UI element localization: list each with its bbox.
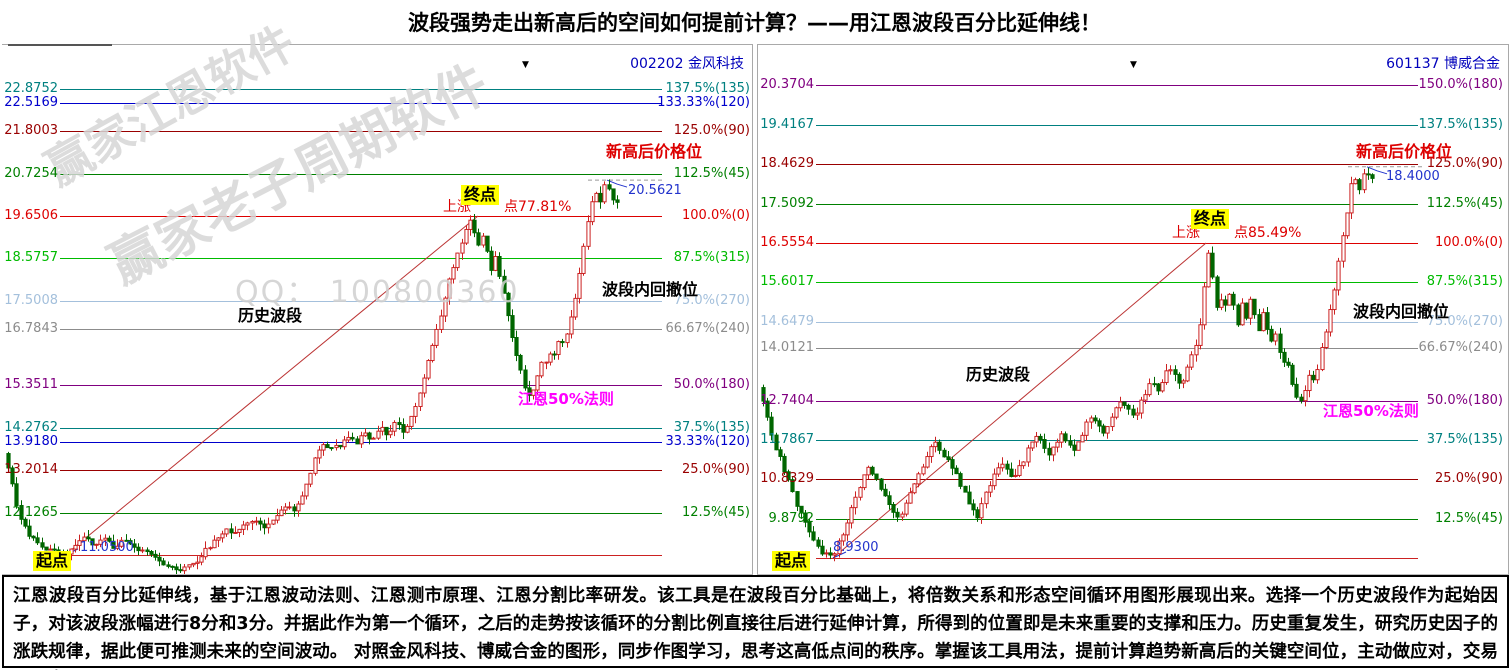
pct-label: 12.5%(45) (682, 504, 750, 520)
panel-top-accent (8, 44, 112, 46)
history-label: 历史波段 (238, 306, 303, 325)
start-tag: 起点 (772, 551, 811, 571)
start-price: 8.9300 (833, 540, 879, 555)
start-tag: 起点 (33, 551, 72, 571)
candlestick-chart[interactable] (2, 45, 752, 574)
rise-prefix: 上涨 (1172, 225, 1200, 241)
price-label: 22.5169 (4, 94, 58, 110)
rise-suffix: 点85.49% (1234, 225, 1302, 241)
price-label: 12.7404 (760, 392, 814, 408)
price-label: 19.6506 (4, 207, 58, 223)
pct-label: 75.0%(270) (673, 292, 750, 308)
price-label: 13.2014 (4, 461, 58, 477)
price-label: 11.7867 (760, 431, 814, 447)
price-label: 10.8329 (760, 470, 814, 486)
page-title: 波段强势走出新高后的空间如何提前计算？——用江恩波段百分比延伸线！ (408, 11, 1101, 35)
new-high-price: 18.4000 (1386, 169, 1440, 184)
chart-overlays: 22.8752 137.5%(135) 22.5169 133.33%(120) 21.… (2, 45, 752, 574)
start-price: 11.0500 (80, 540, 134, 555)
price-label: 17.5092 (760, 195, 814, 211)
price-label: 14.0121 (760, 339, 814, 355)
new-high-label: 新高后价格位 (1356, 142, 1453, 161)
price-label: 13.9180 (4, 433, 58, 449)
retrace-label: 波段内回撤位 (1353, 302, 1450, 321)
end-tag: 终点 (461, 185, 500, 205)
price-label: 12.1265 (4, 504, 58, 520)
pct-label: 112.5%(45) (1426, 195, 1503, 211)
history-label: 历史波段 (966, 365, 1031, 384)
price-label: 17.5008 (4, 292, 58, 308)
pct-label: 66.67%(240) (1418, 339, 1503, 355)
stock-code-label: 002202 金风科技 (630, 53, 744, 73)
stock-code: 601137 (1386, 56, 1440, 72)
stock-name: 博威合金 (1444, 56, 1500, 72)
pct-label: 50.0%(180) (1426, 392, 1503, 408)
description-box: 江恩波段百分比延伸线，基于江恩波动法则、江恩测市原理、江恩分割比率研发。该工具是… (2, 575, 1509, 668)
chart-panel-goldwind: 赢家江恩软件 赢家老子周期软件 QQ： 100800360 ▼ 002202 金… (2, 15, 753, 575)
description-text: 江恩波段百分比延伸线，基于江恩波动法则、江恩测市原理、江恩分割比率研发。该工具是… (13, 586, 1498, 662)
pct-label: 33.33%(120) (665, 433, 750, 449)
pct-label: 12.5%(45) (1435, 510, 1503, 526)
gann50-label: 江恩50%法则 (518, 390, 614, 408)
chevron-down-icon[interactable]: ▼ (1130, 60, 1137, 70)
price-label: 20.3704 (760, 76, 814, 92)
chart-overlays: 20.3704 150.0%(180) 19.4167 137.5%(135) 18.4… (758, 45, 1508, 574)
pct-label: 112.5%(45) (673, 165, 750, 181)
price-label: 18.5757 (4, 249, 58, 265)
stock-code: 002202 (630, 56, 684, 72)
chevron-down-icon[interactable]: ▼ (522, 60, 529, 70)
pct-label: 87.5%(315) (1426, 273, 1503, 289)
rise-suffix: 点77.81% (504, 199, 572, 215)
pct-label: 100.0%(0) (1435, 234, 1503, 250)
pct-label: 125.0%(90) (673, 122, 750, 138)
pct-label: 87.5%(315) (673, 249, 750, 265)
price-label: 15.6017 (760, 273, 814, 289)
new-high-price: 20.5621 (628, 183, 682, 198)
end-tag: 终点 (1191, 209, 1230, 229)
pct-label: 133.33%(120) (657, 94, 750, 110)
pct-label: 37.5%(135) (1426, 431, 1503, 447)
pct-label: 50.0%(180) (673, 376, 750, 392)
price-label: 18.4629 (760, 155, 814, 171)
price-label: 14.6479 (760, 313, 814, 329)
pct-label: 75.0%(270) (1426, 313, 1503, 329)
stock-name: 金风科技 (688, 56, 744, 72)
candlestick-chart[interactable] (758, 45, 1508, 574)
stock-code-label: 601137 博威合金 (1386, 53, 1500, 73)
pct-label: 25.0%(90) (682, 461, 750, 477)
price-label: 14.2762 (4, 419, 58, 435)
price-label: 16.5554 (760, 234, 814, 250)
price-label: 20.7254 (4, 165, 58, 181)
gann50-label: 江恩50%法则 (1323, 402, 1419, 420)
pct-label: 125.0%(90) (1426, 155, 1503, 171)
pct-label: 137.5%(135) (1418, 116, 1503, 132)
price-label: 15.3511 (4, 376, 58, 392)
price-label: 16.7843 (4, 320, 58, 336)
pct-label: 66.67%(240) (665, 320, 750, 336)
chart-panel-bowei: ▼ 601137 博威合金 20.3704 150.0%(180) 19.4167 1… (757, 44, 1509, 575)
pct-label: 37.5%(135) (673, 419, 750, 435)
pct-label: 100.0%(0) (682, 207, 750, 223)
new-high-label: 新高后价格位 (606, 142, 703, 161)
price-label: 21.8003 (4, 122, 58, 138)
price-label: 9.8792 (768, 510, 815, 526)
price-label: 19.4167 (760, 116, 814, 132)
pct-label: 150.0%(180) (1418, 76, 1503, 92)
price-label: 22.8752 (4, 80, 58, 96)
pct-label: 25.0%(90) (1435, 470, 1503, 486)
pct-label: 137.5%(135) (665, 80, 750, 96)
retrace-label: 波段内回撤位 (602, 280, 699, 299)
